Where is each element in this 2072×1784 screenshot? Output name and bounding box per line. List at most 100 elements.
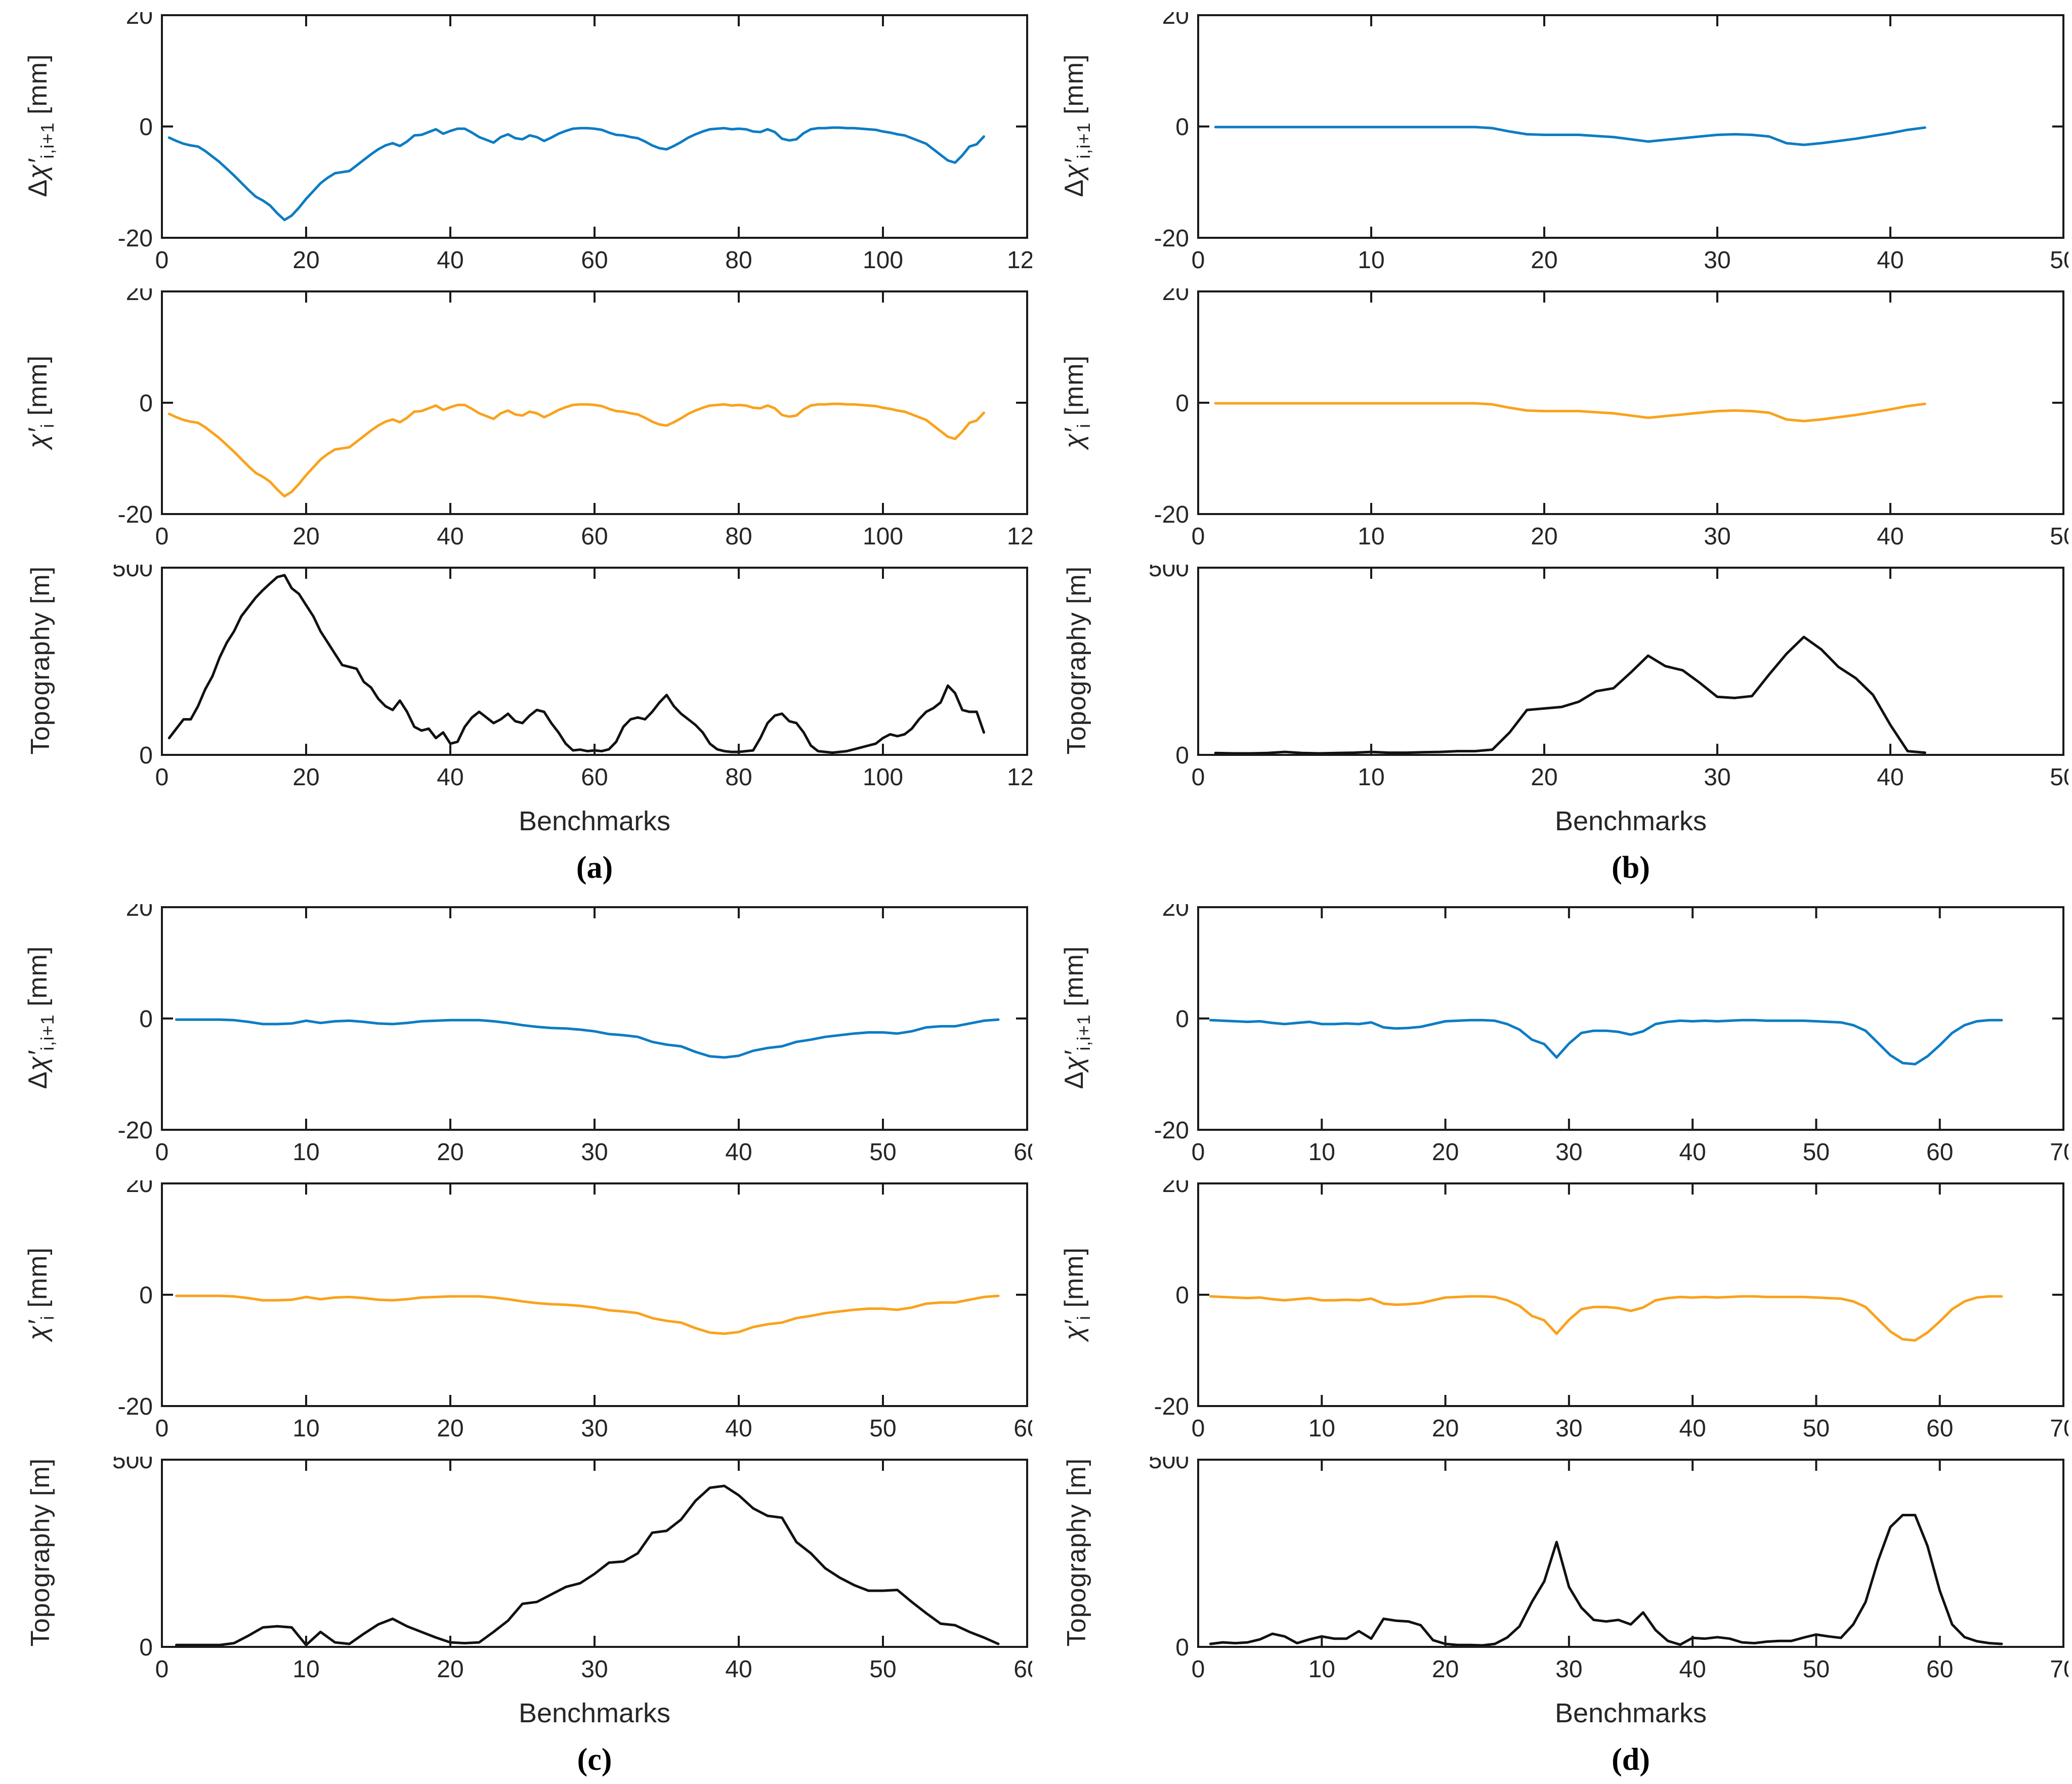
delta-symbol: Δ — [1060, 179, 1089, 197]
y-axis-label: Δχ′i,i+1 [mm] — [23, 54, 58, 197]
svg-text:80: 80 — [725, 523, 752, 550]
y-axis-label: Topography [m] — [26, 1458, 55, 1647]
topography-line-plot-b: 0 10 20 30 40 50 500 0 — [1149, 565, 2068, 791]
svg-text:40: 40 — [1877, 247, 1904, 274]
svg-text:50: 50 — [1803, 1139, 1830, 1166]
delta-symbol: Δ — [1060, 1071, 1089, 1089]
svg-text:20: 20 — [1432, 1656, 1459, 1683]
svg-text:10: 10 — [1358, 523, 1384, 550]
chi-symbol: χ′ — [1060, 1320, 1089, 1340]
svg-text:-20: -20 — [118, 1393, 153, 1420]
svg-text:30: 30 — [1704, 247, 1730, 274]
panel-caption: (a) — [576, 851, 613, 885]
svg-text:40: 40 — [437, 247, 463, 274]
svg-text:0: 0 — [155, 247, 169, 274]
y-axis-label-column: χ′i [mm] — [1036, 288, 1117, 551]
y-axis-label-column: Topography [m] — [0, 1457, 81, 1684]
unit-label: [mm] — [23, 946, 53, 1014]
subscript: i,i+1 — [1073, 1014, 1094, 1051]
svg-text:0: 0 — [155, 1656, 169, 1683]
svg-text:500: 500 — [112, 1457, 153, 1474]
svg-text:60: 60 — [581, 764, 608, 791]
y-axis-label: Δχ′i,i+1 [mm] — [1059, 946, 1094, 1089]
chi-line-plot-b: 01020304050200-20 — [1154, 288, 2068, 550]
svg-text:80: 80 — [725, 764, 752, 791]
svg-text:0: 0 — [1192, 1415, 1205, 1442]
svg-text:20: 20 — [292, 247, 319, 274]
svg-text:100: 100 — [863, 764, 903, 791]
panel-b: Δχ′i,i+1 [mm] 01020304050200-20 χ′i [mm]… — [1036, 0, 2072, 892]
svg-text:30: 30 — [1555, 1656, 1582, 1683]
svg-text:60: 60 — [1926, 1415, 1953, 1442]
svg-text:50: 50 — [1803, 1656, 1830, 1683]
svg-text:70: 70 — [2050, 1656, 2068, 1683]
svg-text:60: 60 — [1926, 1656, 1953, 1683]
topography-line-plot-a: 0 20 40 60 80 100 120 500 0 — [112, 565, 1032, 791]
unit-label: [mm] — [23, 355, 53, 423]
y-axis-label-column: Δχ′i,i+1 [mm] — [0, 12, 81, 275]
svg-text:0: 0 — [139, 742, 153, 769]
svg-text:-20: -20 — [1154, 501, 1189, 528]
panel-c: Δχ′i,i+1 [mm] 0102030405060200-20 χ′i [m… — [0, 892, 1036, 1784]
subscript: i,i+1 — [37, 122, 58, 159]
delta-chi-line-plot-c: 0102030405060200-20 — [118, 904, 1032, 1166]
subscript: i — [1073, 423, 1094, 428]
svg-text:0: 0 — [1175, 1006, 1189, 1033]
svg-text:20: 20 — [437, 1415, 463, 1442]
svg-text:0: 0 — [155, 1139, 169, 1166]
svg-text:20: 20 — [1162, 288, 1189, 306]
subplot-a-topography: Topography [m] 0 20 40 60 80 100 120 500 0 — [0, 565, 1036, 792]
svg-text:40: 40 — [1877, 523, 1904, 550]
chi-line-plot-a: 020406080100120200-20 — [118, 288, 1032, 550]
y-axis-label-column: Δχ′i,i+1 [mm] — [0, 904, 81, 1167]
svg-text:20: 20 — [292, 523, 319, 550]
y-axis-label-column: Topography [m] — [1036, 1457, 1117, 1684]
unit-label: [mm] — [1060, 946, 1089, 1014]
y-axis-label-column: Topography [m] — [0, 565, 81, 792]
panel-caption: (d) — [1612, 1743, 1650, 1777]
svg-text:60: 60 — [1013, 1415, 1032, 1442]
svg-text:30: 30 — [1704, 523, 1730, 550]
subplot-d-delta-chi: Δχ′i,i+1 [mm] 010203040506070200-20 — [1036, 904, 2072, 1167]
svg-text:50: 50 — [2050, 523, 2068, 550]
panel-caption: (c) — [577, 1743, 612, 1777]
svg-text:20: 20 — [1432, 1415, 1459, 1442]
svg-text:100: 100 — [863, 247, 903, 274]
y-axis-label: Δχ′i,i+1 [mm] — [23, 946, 58, 1089]
svg-text:-20: -20 — [1154, 1393, 1189, 1420]
subplot-c-chi: χ′i [mm] 0102030405060200-20 — [0, 1180, 1036, 1443]
svg-text:40: 40 — [1679, 1656, 1706, 1683]
svg-text:0: 0 — [155, 523, 169, 550]
svg-text:20: 20 — [437, 1656, 463, 1683]
svg-text:0: 0 — [1192, 247, 1205, 274]
y-axis-label: χ′i [mm] — [23, 1247, 58, 1340]
panel-d: Δχ′i,i+1 [mm] 010203040506070200-20 χ′i … — [1036, 892, 2072, 1784]
unit-label: [mm] — [1060, 1247, 1089, 1315]
svg-text:20: 20 — [1531, 247, 1557, 274]
svg-text:0: 0 — [155, 1415, 169, 1442]
chi-symbol: χ′ — [23, 158, 53, 179]
svg-text:30: 30 — [581, 1415, 608, 1442]
svg-text:30: 30 — [581, 1656, 608, 1683]
svg-text:40: 40 — [725, 1415, 752, 1442]
svg-text:50: 50 — [2050, 764, 2068, 791]
chi-symbol: χ′ — [1060, 158, 1089, 179]
subscript: i — [1073, 1315, 1094, 1320]
svg-text:0: 0 — [1175, 1282, 1189, 1309]
svg-text:20: 20 — [292, 764, 319, 791]
svg-text:0: 0 — [1192, 1139, 1205, 1166]
svg-text:50: 50 — [869, 1415, 896, 1442]
svg-text:120: 120 — [1007, 764, 1032, 791]
y-axis-label: χ′i [mm] — [23, 355, 58, 448]
chi-symbol: χ′ — [23, 1320, 53, 1340]
delta-chi-line-plot-b: 01020304050200-20 — [1154, 12, 2068, 274]
svg-text:10: 10 — [1358, 247, 1384, 274]
unit-label: [mm] — [1060, 355, 1089, 423]
svg-text:10: 10 — [292, 1415, 319, 1442]
unit-label: [mm] — [23, 1247, 53, 1315]
subplot-c-topography: Topography [m] 0 10 20 30 40 50 60 500 0 — [0, 1457, 1036, 1684]
chi-symbol: χ′ — [1060, 428, 1089, 448]
svg-text:500: 500 — [1149, 1457, 1189, 1474]
svg-text:20: 20 — [126, 904, 153, 921]
